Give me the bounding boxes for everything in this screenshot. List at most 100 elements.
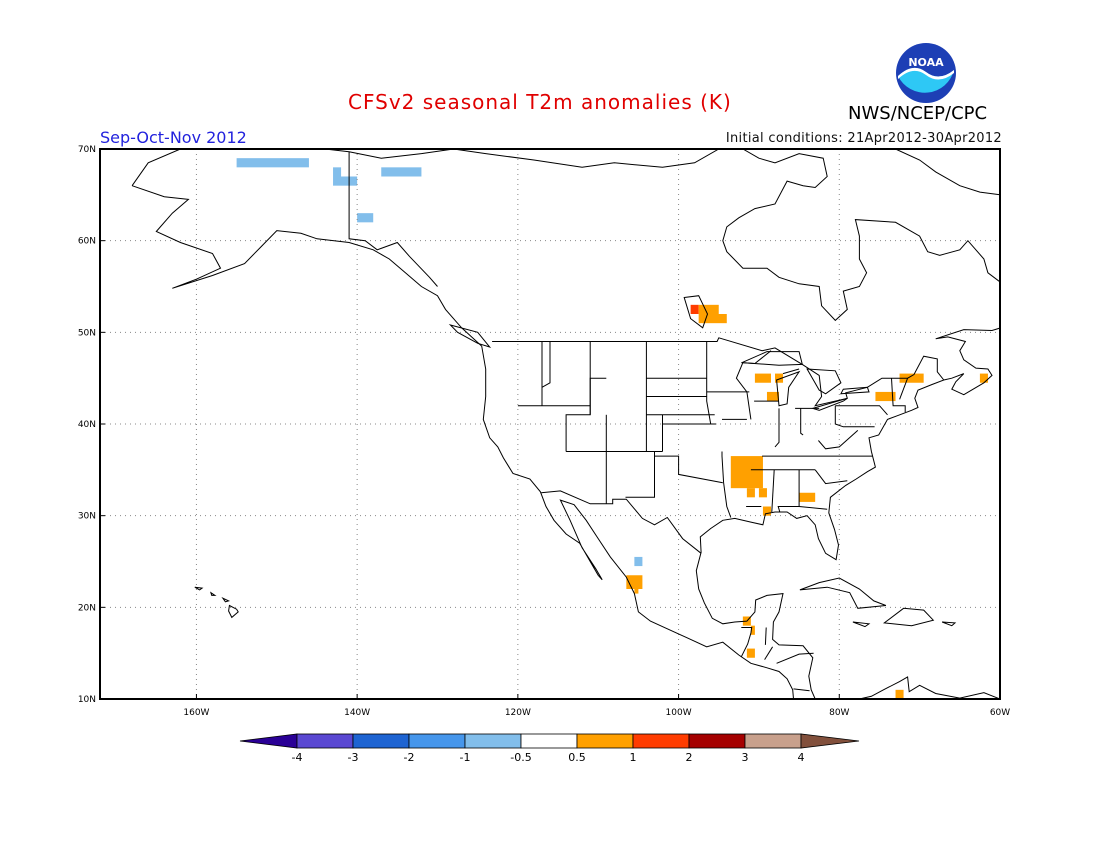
anomaly-cell [634,589,639,594]
colorbar-label: -4 [292,751,303,764]
country-boundary [764,646,774,660]
colorbar-segment [744,733,802,749]
anomaly-cell [746,488,755,498]
lake-ontario [840,386,870,395]
state-boundary [706,341,715,425]
anomaly-cell [746,648,755,658]
hawaii-kauai [194,586,204,591]
state-boundary [771,469,775,513]
colorbar-segment [632,733,690,749]
colorbar-segment [520,733,578,749]
lake-michigan [776,370,801,407]
lat-tick-label: 30N [78,512,96,522]
anomaly-cell [799,492,816,502]
anomaly-cell [875,391,896,402]
colorbar-label: 1 [630,751,637,764]
country-boundary [740,627,753,658]
state-boundary [589,377,607,415]
state-boundary [774,408,780,448]
colorbar: -4 -3 -2 -1 -0.5 0.5 1 2 3 4 [239,733,860,764]
vancouver-island [448,324,492,348]
anomaly-cell [333,176,358,186]
state-boundary [800,408,804,436]
state-boundary [891,378,906,413]
state-boundary [625,451,655,498]
state-boundary [814,469,848,485]
anomaly-cell [357,213,374,223]
map-title: CFSv2 seasonal T2m anomalies (K) [348,90,732,114]
lake-huron [806,368,842,395]
colorbar-label: 3 [742,751,749,764]
anomaly-cell [750,625,755,635]
alaska-canada-border [348,151,438,287]
newfoundland [1006,319,1059,362]
hawaii-oahu [210,591,217,596]
forecast-period: Sep-Oct-Nov 2012 [100,128,247,147]
anomaly-cell [333,167,342,177]
anomaly-cell [775,373,784,383]
anomaly-cell [634,556,643,567]
us-mexico-border [541,490,702,554]
colorbar-segment [464,733,522,749]
anomaly-cell [381,167,422,177]
initial-conditions: Initial conditions: 21Apr2012-30Apr2012 [725,131,1002,146]
hispaniola [882,607,935,627]
state-boundary [565,341,591,452]
lake-superior [741,351,803,366]
puerto-rico [941,621,957,627]
state-boundary [721,451,732,518]
state-boundary [654,455,723,484]
south-america-coast [859,676,1000,699]
colorbar-segment [296,733,354,749]
atlantic-hudson-coastline [695,149,1000,699]
lat-tick-label: 10N [78,695,96,705]
colorbar-segment [576,733,634,749]
colorbar-arrow-low [239,733,298,749]
state-boundary [818,430,859,450]
country-boundary [764,627,767,645]
arctic-coastline [131,149,720,186]
lat-tick-label: 20N [78,603,96,613]
colorbar-label: -2 [404,751,415,764]
anomaly-cell [899,373,924,383]
noaa-logo-text: NOAA [908,56,944,69]
state-boundary [541,341,551,388]
hawaii-maui [221,596,231,603]
hawaii-big-island [228,604,239,619]
anomaly-cell [754,373,771,383]
noaa-logo: NOAA [895,42,957,104]
lat-tick-label: 60N [78,237,96,247]
cuba [799,577,887,609]
country-boundary [793,688,810,692]
lat-tick-label: 50N [78,328,96,338]
lon-tick-label: 80W [829,708,849,718]
anomaly-cell [762,506,771,516]
anomaly-cell [979,373,988,383]
state-boundary [835,405,888,416]
state-boundary [799,506,828,510]
state-boundary [899,378,909,400]
anomaly-cell [690,304,699,314]
state-boundary [782,368,800,375]
state-boundary [834,405,875,428]
colorbar-label: -3 [348,751,359,764]
agency-label: NWS/NCEP/CPC [848,103,988,124]
colorbar-label: -1 [460,751,471,764]
country-boundary [776,652,814,664]
anomaly-cell [895,689,904,699]
baffin-greenland-coast [895,149,1000,196]
lake-winnipeg [683,295,709,329]
anomaly-cell [698,304,719,314]
state-boundary [735,362,752,420]
lon-tick-label: 160W [183,708,209,718]
lon-tick-label: 120W [505,708,531,718]
lon-tick-label: 100W [666,708,692,718]
lon-tick-label: 140W [344,708,370,718]
lat-tick-label: 70N [78,145,96,155]
anomaly-cell [766,391,780,402]
anomaly-cell [236,158,309,168]
colorbar-label: 2 [686,751,693,764]
colorbar-arrow-high [800,733,860,749]
colorbar-segment [352,733,410,749]
